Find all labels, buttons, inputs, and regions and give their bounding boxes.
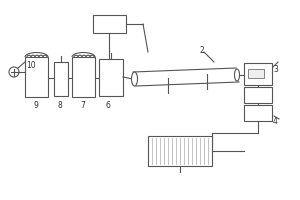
- Text: 3: 3: [273, 65, 278, 74]
- Text: 6: 6: [106, 101, 111, 110]
- Bar: [244, 63, 272, 85]
- Text: 10: 10: [26, 61, 36, 70]
- Ellipse shape: [235, 69, 239, 81]
- Bar: [244, 105, 272, 121]
- Bar: [248, 69, 264, 78]
- Ellipse shape: [131, 72, 137, 86]
- Text: 2: 2: [200, 46, 205, 55]
- Bar: [244, 87, 272, 103]
- Polygon shape: [133, 68, 239, 86]
- Text: 8: 8: [57, 101, 62, 110]
- Bar: [99, 59, 123, 96]
- Bar: [54, 62, 68, 96]
- Text: 4: 4: [273, 117, 278, 126]
- Bar: [93, 15, 126, 33]
- Bar: [72, 57, 95, 97]
- Bar: [148, 136, 212, 166]
- Text: 7: 7: [80, 101, 85, 110]
- Bar: [25, 57, 48, 97]
- Text: 9: 9: [33, 101, 38, 110]
